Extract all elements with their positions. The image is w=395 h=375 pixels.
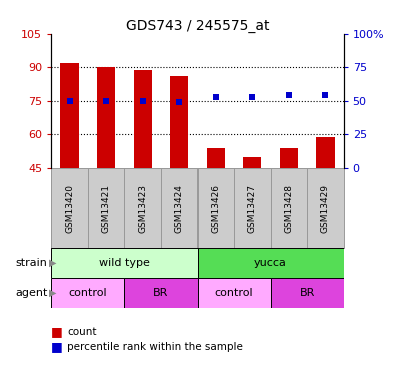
Text: ■: ■: [51, 326, 63, 338]
Bar: [280, 148, 298, 168]
Bar: [51, 278, 124, 308]
Bar: [316, 136, 335, 168]
Bar: [243, 157, 261, 168]
Point: [176, 99, 182, 105]
Text: wild type: wild type: [99, 258, 150, 268]
Text: strain: strain: [15, 258, 47, 268]
Text: yucca: yucca: [254, 258, 287, 268]
Text: BR: BR: [299, 288, 315, 298]
Point: [103, 98, 109, 104]
Title: GDS743 / 245575_at: GDS743 / 245575_at: [126, 19, 269, 33]
Bar: [307, 168, 344, 249]
Bar: [51, 168, 88, 249]
Bar: [271, 168, 307, 249]
Text: GSM13429: GSM13429: [321, 184, 330, 233]
Text: GSM13420: GSM13420: [65, 184, 74, 233]
Text: control: control: [69, 288, 107, 298]
Text: GSM13427: GSM13427: [248, 184, 257, 233]
Text: GSM13423: GSM13423: [138, 184, 147, 233]
Point: [322, 93, 329, 99]
Point: [66, 98, 73, 104]
Bar: [198, 168, 234, 249]
Bar: [198, 249, 344, 278]
Bar: [207, 148, 225, 168]
Text: GSM13421: GSM13421: [102, 184, 111, 233]
Bar: [234, 168, 271, 249]
Text: BR: BR: [153, 288, 169, 298]
Text: count: count: [67, 327, 97, 337]
Bar: [60, 63, 79, 168]
Bar: [271, 278, 344, 308]
Point: [213, 94, 219, 100]
Text: ■: ■: [51, 340, 63, 353]
Point: [139, 98, 146, 104]
Bar: [51, 249, 198, 278]
Point: [286, 93, 292, 99]
Bar: [88, 168, 124, 249]
Text: GSM13428: GSM13428: [284, 184, 293, 233]
Text: ▶: ▶: [49, 288, 57, 298]
Bar: [198, 278, 271, 308]
Bar: [170, 76, 188, 168]
Text: GSM13424: GSM13424: [175, 184, 184, 232]
Text: percentile rank within the sample: percentile rank within the sample: [67, 342, 243, 352]
Text: agent: agent: [15, 288, 47, 298]
Bar: [124, 168, 161, 249]
Text: ▶: ▶: [49, 258, 57, 268]
Bar: [161, 168, 198, 249]
Bar: [97, 67, 115, 168]
Point: [249, 94, 256, 100]
Text: GSM13426: GSM13426: [211, 184, 220, 233]
Bar: [134, 69, 152, 168]
Text: control: control: [215, 288, 253, 298]
Bar: [124, 278, 198, 308]
